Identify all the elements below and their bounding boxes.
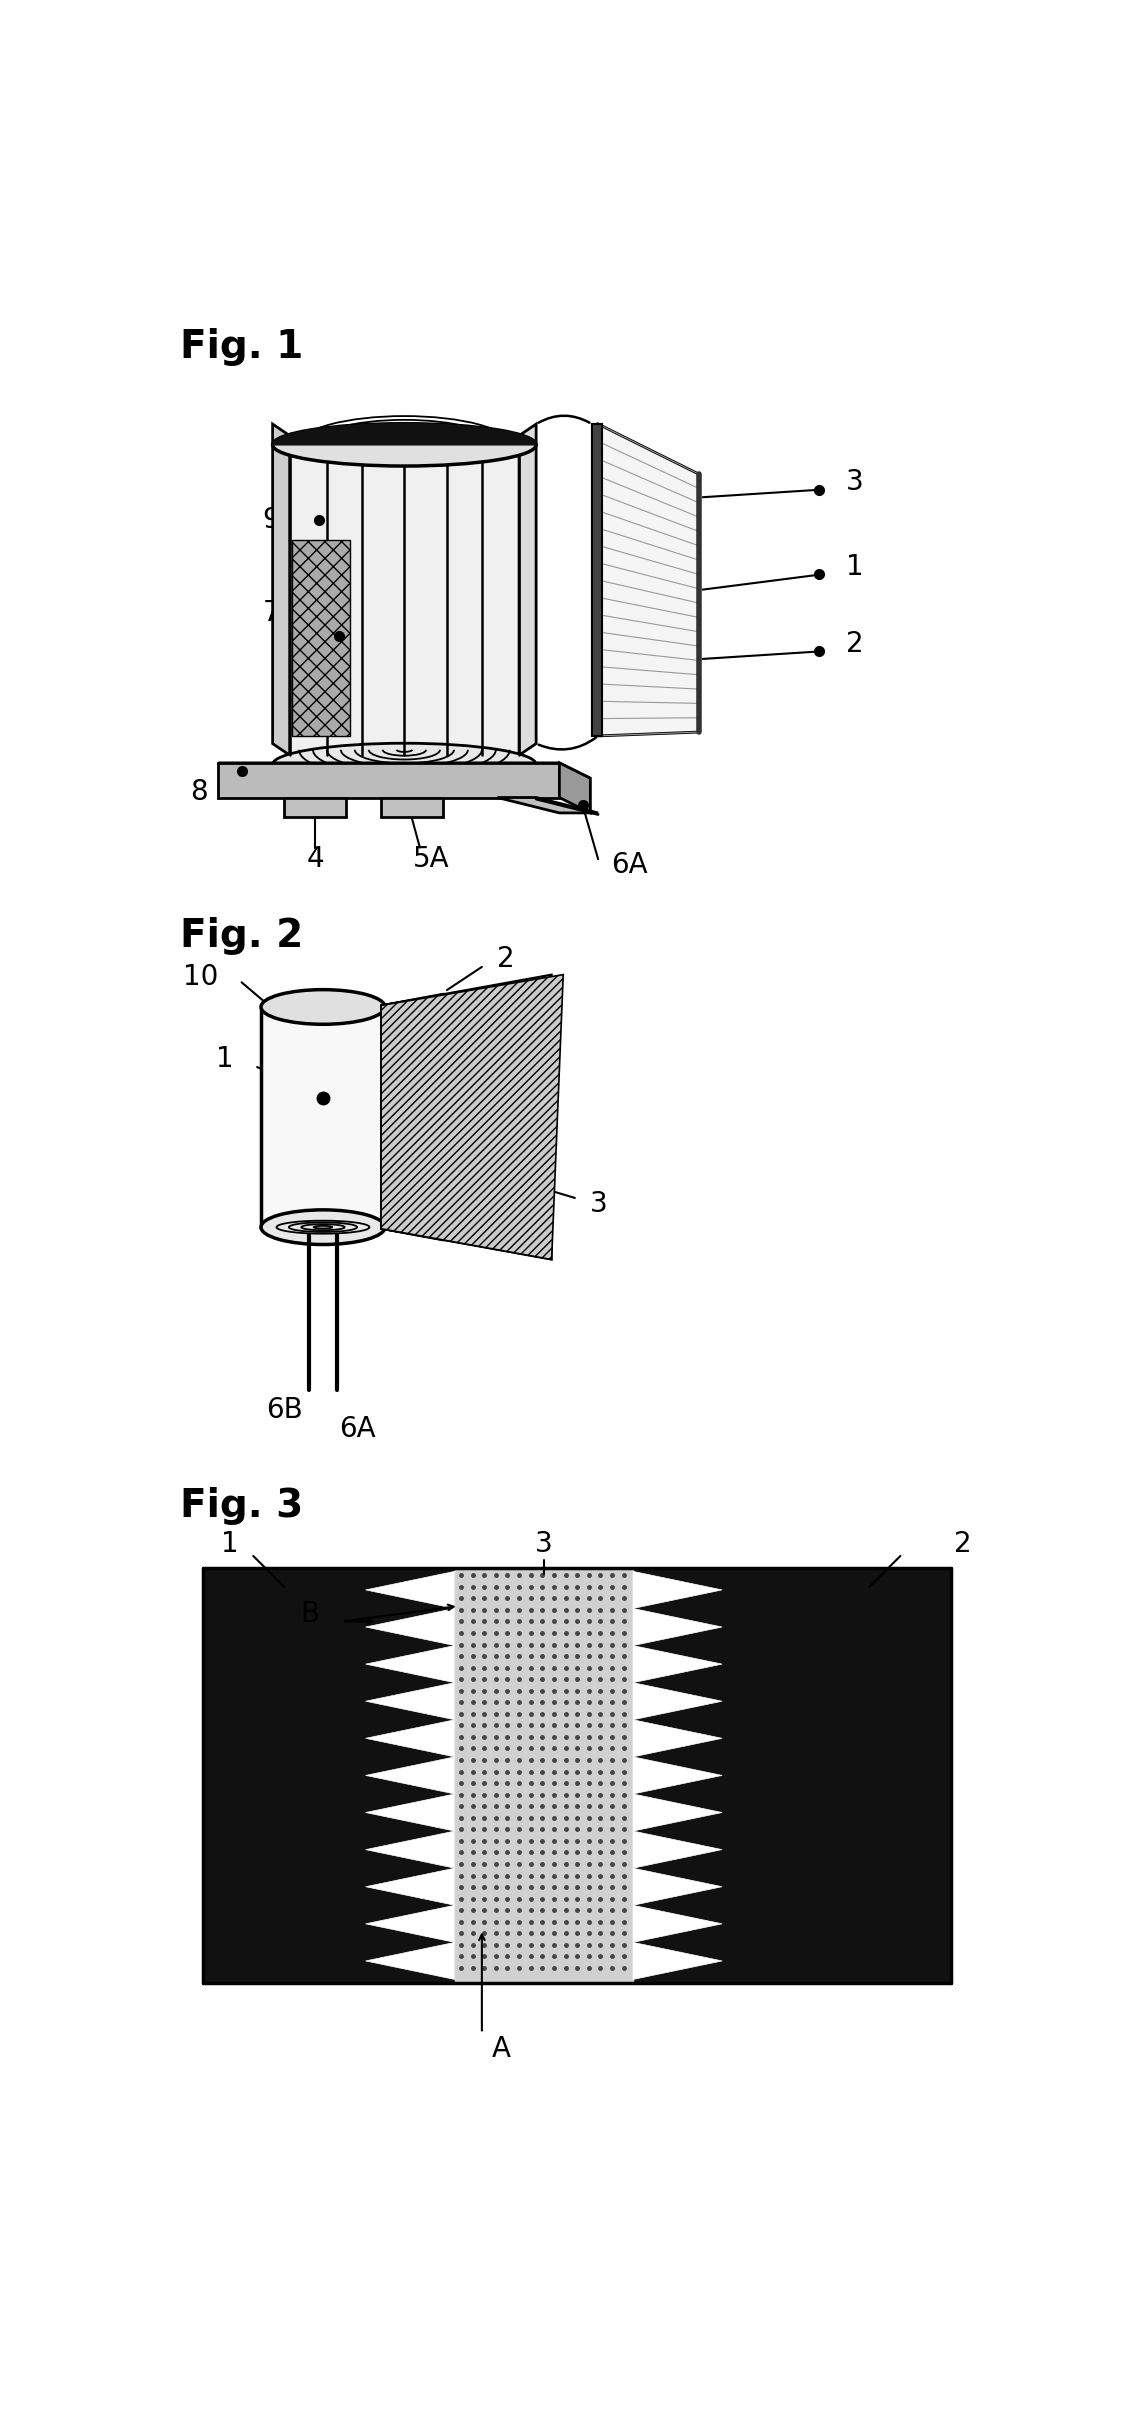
Text: B: B <box>300 1601 319 1627</box>
Polygon shape <box>381 986 497 1249</box>
Polygon shape <box>633 1608 722 1647</box>
Polygon shape <box>284 798 346 817</box>
Polygon shape <box>219 762 559 798</box>
Polygon shape <box>261 1008 385 1227</box>
Polygon shape <box>455 1567 633 1984</box>
Polygon shape <box>365 1647 455 1683</box>
Text: 6A: 6A <box>339 1415 376 1442</box>
Polygon shape <box>633 1647 722 1683</box>
Text: 2: 2 <box>497 945 515 974</box>
Text: 10: 10 <box>183 962 219 991</box>
Polygon shape <box>381 979 544 1256</box>
Polygon shape <box>633 1683 722 1719</box>
Polygon shape <box>497 798 598 813</box>
Ellipse shape <box>273 424 536 465</box>
Polygon shape <box>633 1719 722 1758</box>
Polygon shape <box>381 991 482 1244</box>
Polygon shape <box>633 1794 722 1830</box>
Polygon shape <box>381 974 551 1259</box>
Text: 3: 3 <box>591 1191 609 1218</box>
Text: 5A: 5A <box>414 846 450 873</box>
Text: 2: 2 <box>846 629 863 658</box>
Polygon shape <box>365 1683 455 1719</box>
Text: 8: 8 <box>190 779 207 805</box>
Polygon shape <box>203 1567 455 1984</box>
Polygon shape <box>598 424 699 735</box>
Text: Fig. 3: Fig. 3 <box>179 1488 303 1524</box>
Polygon shape <box>633 1869 722 1905</box>
Polygon shape <box>219 762 591 779</box>
Polygon shape <box>633 1943 722 1979</box>
Polygon shape <box>633 1905 722 1943</box>
Polygon shape <box>633 1567 951 1984</box>
Polygon shape <box>592 424 602 735</box>
Text: 1: 1 <box>216 1046 234 1073</box>
Text: 3: 3 <box>846 468 864 497</box>
Polygon shape <box>633 1830 722 1869</box>
Polygon shape <box>381 981 521 1251</box>
Polygon shape <box>381 993 443 1239</box>
Text: 4: 4 <box>307 846 325 873</box>
Text: A: A <box>491 2035 511 2064</box>
Polygon shape <box>365 1758 455 1794</box>
Polygon shape <box>273 424 536 446</box>
Text: 1: 1 <box>221 1531 239 1558</box>
Polygon shape <box>365 1869 455 1905</box>
Text: 3: 3 <box>535 1531 552 1558</box>
Polygon shape <box>520 424 536 755</box>
Polygon shape <box>290 436 520 755</box>
Text: Fig. 1: Fig. 1 <box>179 328 303 366</box>
Polygon shape <box>365 1608 455 1647</box>
Text: Fig. 2: Fig. 2 <box>179 916 303 955</box>
Text: 9: 9 <box>263 506 281 535</box>
Ellipse shape <box>273 743 536 786</box>
Polygon shape <box>365 1905 455 1943</box>
Polygon shape <box>365 1794 455 1830</box>
Text: 2: 2 <box>953 1531 971 1558</box>
Polygon shape <box>559 762 591 813</box>
Ellipse shape <box>261 1210 385 1244</box>
Polygon shape <box>365 1830 455 1869</box>
Text: 6A: 6A <box>611 851 647 880</box>
Polygon shape <box>365 1719 455 1758</box>
Polygon shape <box>633 1572 722 1608</box>
Polygon shape <box>292 540 350 735</box>
Text: 1: 1 <box>846 552 863 581</box>
Polygon shape <box>365 1943 455 1979</box>
Polygon shape <box>381 974 564 1259</box>
Text: 7: 7 <box>263 598 281 627</box>
Polygon shape <box>273 424 290 755</box>
Polygon shape <box>381 986 497 1249</box>
Polygon shape <box>365 1572 455 1608</box>
Polygon shape <box>633 1758 722 1794</box>
Ellipse shape <box>261 989 385 1025</box>
Polygon shape <box>381 798 443 817</box>
Text: 6B: 6B <box>266 1396 303 1422</box>
